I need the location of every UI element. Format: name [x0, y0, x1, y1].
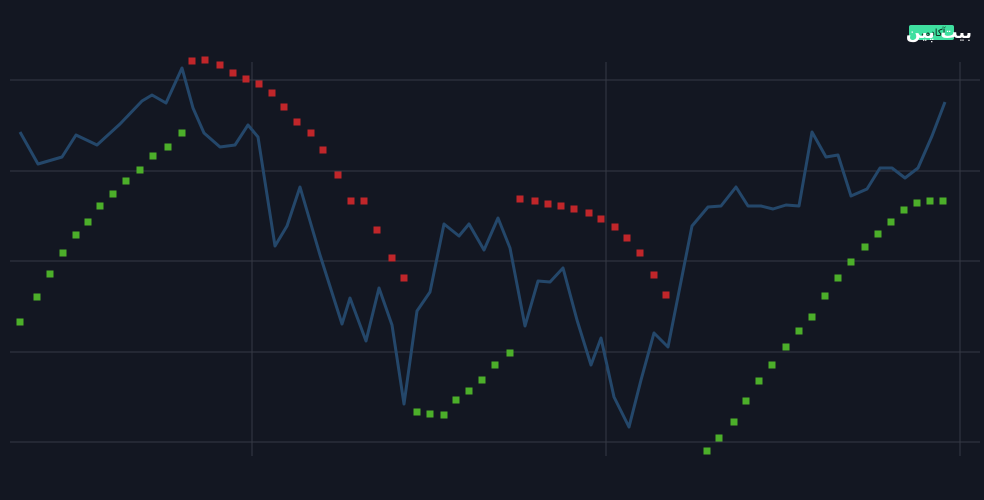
- price-line: [18, 66, 947, 429]
- sar-dot: [149, 152, 157, 160]
- sar-dot: [413, 408, 421, 416]
- sar-dot: [768, 361, 776, 369]
- sar-dot: [136, 166, 144, 174]
- sar-dot: [16, 318, 24, 326]
- sar-dot: [900, 206, 908, 214]
- sar-dot: [516, 195, 524, 203]
- sar-dot: [164, 143, 172, 151]
- sar-dot: [426, 410, 434, 418]
- sar-dot: [59, 249, 67, 257]
- sar-dot: [201, 56, 209, 64]
- sar-dot: [491, 361, 499, 369]
- sar-dot: [730, 418, 738, 426]
- sar-dot: [388, 254, 396, 262]
- sar-dot: [715, 434, 723, 442]
- sar-dot: [755, 377, 763, 385]
- sar-dot: [440, 411, 448, 419]
- sar-dot: [557, 202, 565, 210]
- sar-dot: [795, 327, 803, 335]
- sar-dot: [334, 171, 342, 179]
- sar-dot: [847, 258, 855, 266]
- sar-dot: [821, 292, 829, 300]
- sar-dot: [742, 397, 750, 405]
- sar-dot: [585, 209, 593, 217]
- sar-dot: [939, 197, 947, 205]
- brand-name: بیت پین: [906, 23, 972, 43]
- sar-dot: [465, 387, 473, 395]
- sar-dot: [33, 293, 41, 301]
- sar-dot: [506, 349, 514, 357]
- sar-dot: [544, 200, 552, 208]
- sar-dot: [400, 274, 408, 282]
- sar-dot: [861, 243, 869, 251]
- sar-dot: [347, 197, 355, 205]
- sar-dot: [242, 75, 250, 83]
- sar-dot: [84, 218, 92, 226]
- sar-dot: [636, 249, 644, 257]
- sar-dot: [319, 146, 327, 154]
- sar-dot: [96, 202, 104, 210]
- sar-dot: [874, 230, 882, 238]
- sar-dot: [293, 118, 301, 126]
- sar-dot: [650, 271, 658, 279]
- sar-dot: [570, 205, 578, 213]
- sar-dot: [926, 197, 934, 205]
- sar-dot: [623, 234, 631, 242]
- sar-dot: [834, 274, 842, 282]
- sar-dot: [662, 291, 670, 299]
- sar-dot: [373, 226, 381, 234]
- sar-dot: [887, 218, 895, 226]
- sar-dot: [229, 69, 237, 77]
- badge-bg: [909, 25, 954, 40]
- sar-dot: [307, 129, 315, 137]
- sar-dot: [122, 177, 130, 185]
- sar-dot: [188, 57, 196, 65]
- sar-dot: [808, 313, 816, 321]
- sar-dot: [597, 215, 605, 223]
- sar-dot: [46, 270, 54, 278]
- badge: آکادمی: [917, 26, 947, 39]
- sar-dot: [611, 223, 619, 231]
- sar-dot: [255, 80, 263, 88]
- sar-dot: [782, 343, 790, 351]
- sar-dot: [72, 231, 80, 239]
- sar-dot: [268, 89, 276, 97]
- sar-dot: [109, 190, 117, 198]
- sar-dot: [531, 197, 539, 205]
- sar-dot: [178, 129, 186, 137]
- sar-dot: [452, 396, 460, 404]
- sar-dot: [216, 61, 224, 69]
- sar-dot: [280, 103, 288, 111]
- sar-dot: [913, 199, 921, 207]
- sar-dot: [703, 447, 711, 455]
- sar-dot: [478, 376, 486, 384]
- sar-dot: [360, 197, 368, 205]
